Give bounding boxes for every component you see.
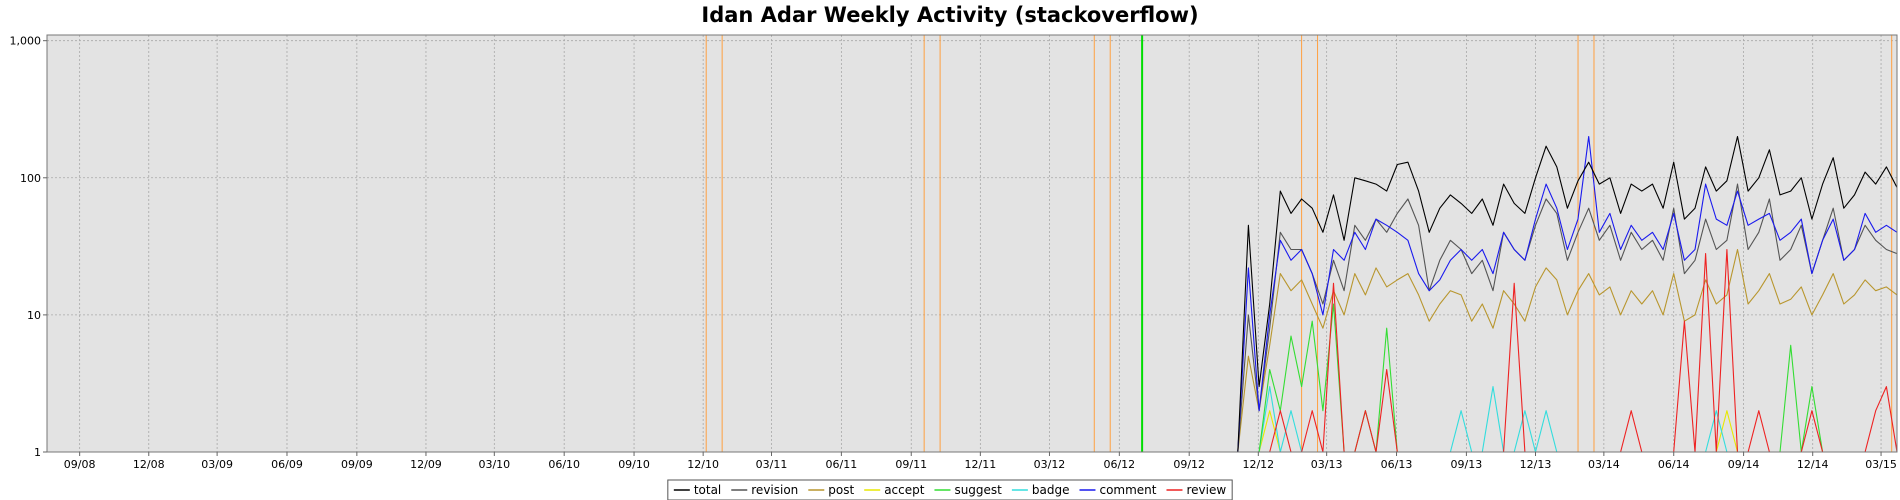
x-axis: 09/08 12/08 03/09 06/09 09/09 12/09 03/10 06/10… [64,452,1897,471]
legend-label-post: post [828,483,854,497]
x-tick-label: 12/11 [965,458,997,471]
x-tick-label: 09/12 [1173,458,1205,471]
event-markers [705,35,1893,452]
x-tick-label: 03/11 [756,458,788,471]
x-tick-label: 09/11 [895,458,927,471]
x-tick-label: 12/09 [410,458,442,471]
y-tick-label: 1,000 [10,35,42,48]
legend-label-revision: revision [751,483,798,497]
chart-title: Idan Adar Weekly Activity (stackoverflow… [701,3,1199,27]
x-tick-label: 03/15 [1865,458,1897,471]
series-line-total [47,135,1898,453]
x-tick-label: 12/13 [1520,458,1552,471]
x-tick-label: 06/11 [826,458,858,471]
legend-label-suggest: suggest [954,483,1002,497]
y-tick-label: 100 [20,172,41,185]
series-line-post [47,248,1898,453]
y-tick-label: 1 [34,446,41,459]
series-line-revision [47,183,1898,453]
legend-label-comment: comment [1099,483,1156,497]
y-axis: 1 10 100 1,000 [10,35,47,459]
plot-border [46,34,1898,453]
series-line-comment [47,135,1898,453]
legend-label-total: total [694,483,721,497]
x-tick-label: 12/10 [687,458,719,471]
legend-label-review: review [1186,483,1226,497]
legend-label-accept: accept [884,483,925,497]
x-tick-label: 09/13 [1451,458,1483,471]
legend: total revision post accept suggest badge comme… [667,479,1233,500]
grid-lines [47,35,1897,453]
x-tick-label: 06/12 [1103,458,1135,471]
plot-area [47,35,1897,452]
x-tick-label: 09/08 [64,458,96,471]
x-tick-label: 12/14 [1797,458,1829,471]
y-tick-label: 10 [27,309,41,322]
x-tick-label: 09/09 [341,458,373,471]
x-tick-label: 06/13 [1381,458,1413,471]
x-tick-label: 06/10 [548,458,580,471]
x-tick-label: 03/12 [1034,458,1066,471]
x-tick-label: 03/13 [1311,458,1343,471]
x-tick-label: 09/14 [1728,458,1760,471]
x-tick-label: 12/08 [133,458,165,471]
x-tick-label: 12/12 [1242,458,1274,471]
x-tick-label: 06/09 [271,458,303,471]
x-tick-label: 03/14 [1588,458,1620,471]
x-tick-label: 03/09 [201,458,233,471]
legend-label-badge: badge [1032,483,1070,497]
x-tick-label: 03/10 [478,458,510,471]
x-tick-label: 06/14 [1658,458,1690,471]
x-tick-label: 09/10 [618,458,650,471]
